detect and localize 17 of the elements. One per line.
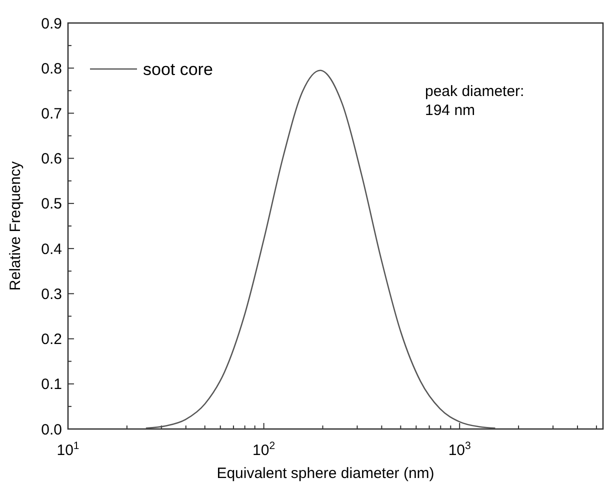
x-tick-label: 10$^{1}$: [56, 440, 80, 459]
y-tick-label: 0.4: [41, 240, 62, 258]
x-tick-label: 10$^{2}$: [252, 440, 276, 459]
y-axis-title: Relative Frequency: [7, 160, 24, 291]
y-tick-label: 0.1: [41, 376, 62, 394]
y-tick-label: 0.9: [41, 15, 62, 32]
legend-label: soot core: [143, 60, 213, 79]
y-tick-label: 0.3: [41, 286, 62, 303]
y-tick-label: 0.7: [41, 105, 62, 122]
y-tick-label: 0.5: [41, 196, 62, 213]
annotation: peak diameter: 194 nm: [425, 83, 524, 119]
y-tick-label: 0.6: [41, 150, 62, 168]
y-tick-label: 0.8: [41, 60, 62, 78]
x-tick-label: 10$^{3}$: [448, 440, 472, 459]
y-tick-label: 0.2: [41, 331, 62, 348]
x-axis-title: Equivalent sphere diameter (nm): [216, 465, 434, 482]
y-tick-label: 0.0: [41, 421, 62, 438]
